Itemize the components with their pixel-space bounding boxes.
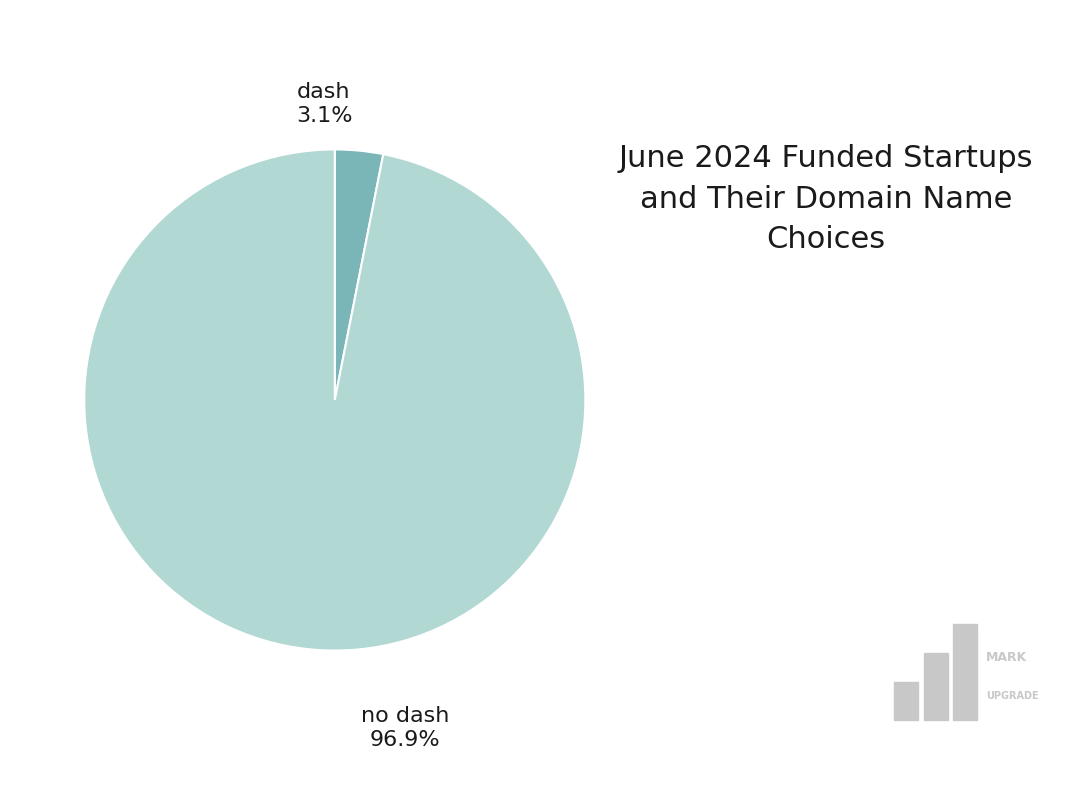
Text: no dash
96.9%: no dash 96.9% <box>361 706 449 750</box>
Text: MARK: MARK <box>986 651 1027 664</box>
Text: dash
3.1%: dash 3.1% <box>296 82 352 126</box>
Text: UPGRADE: UPGRADE <box>986 691 1039 701</box>
Text: June 2024 Funded Startups
and Their Domain Name
Choices: June 2024 Funded Startups and Their Doma… <box>619 144 1034 254</box>
Bar <box>953 624 977 720</box>
Bar <box>923 653 948 720</box>
Bar <box>894 682 918 720</box>
Wedge shape <box>335 150 383 400</box>
Wedge shape <box>84 150 585 650</box>
